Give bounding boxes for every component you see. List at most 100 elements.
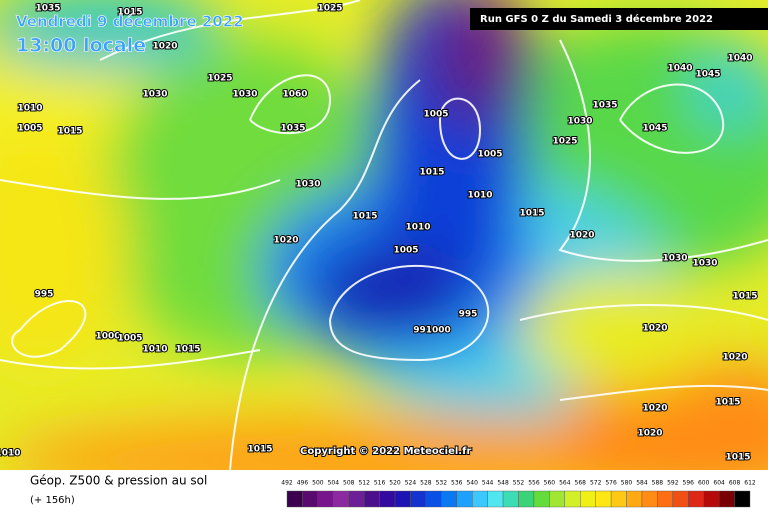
- isobar-label: 1005: [117, 334, 142, 344]
- footer-title: Géop. Z500 & pression au sol: [30, 474, 207, 488]
- legend-label: 520: [389, 480, 401, 487]
- color-swatch: [456, 490, 473, 508]
- legend-label: 516: [374, 480, 386, 487]
- isobar-label: 1015: [175, 345, 200, 355]
- isobar-label: 1030: [662, 254, 687, 264]
- run-banner: [470, 8, 768, 30]
- run-info: Run GFS 0 Z du Samedi 3 décembre 2022: [480, 13, 713, 25]
- isobar-label: 1045: [642, 124, 667, 134]
- legend-label: 548: [497, 480, 509, 487]
- color-swatch: [333, 490, 349, 508]
- forecast-lead: (+ 156h): [30, 495, 75, 506]
- legend-label: 596: [683, 480, 695, 487]
- legend-label: 512: [358, 480, 370, 487]
- legend-label: 500: [312, 480, 324, 487]
- isobar-label: 995: [35, 290, 54, 300]
- legend-label: 580: [621, 480, 633, 487]
- legend-label: 552: [513, 480, 525, 487]
- isobar-label: 1005: [393, 246, 418, 256]
- legend-label: 576: [605, 480, 617, 487]
- color-swatch: [580, 490, 596, 508]
- color-swatch: [518, 490, 535, 508]
- color-swatch: [610, 490, 627, 508]
- color-swatch: [703, 490, 720, 508]
- legend-label: 524: [405, 480, 417, 487]
- isobar-label: 1000: [95, 332, 120, 342]
- color-swatch: [734, 490, 751, 508]
- legend-label: 592: [667, 480, 679, 487]
- legend-label: 496: [297, 480, 309, 487]
- valid-time: 13:00 locale: [16, 35, 146, 57]
- isobar-label: 995: [459, 310, 478, 320]
- color-swatch: [302, 490, 319, 508]
- color-swatch: [410, 490, 427, 508]
- isobar-label: 1010: [142, 345, 167, 355]
- isobar-label: 1010: [17, 104, 42, 114]
- legend-label: 560: [544, 480, 556, 487]
- legend-label: 556: [528, 480, 540, 487]
- color-swatch: [286, 490, 303, 508]
- isobar-label: 1035: [35, 4, 60, 14]
- isobar-label: 1020: [642, 404, 667, 414]
- isobar-label: 1015: [732, 292, 757, 302]
- legend-label: 604: [713, 480, 725, 487]
- isobar-label: 1030: [142, 90, 167, 100]
- legend-label: 600: [698, 480, 710, 487]
- color-swatch: [425, 490, 442, 508]
- isobar-label: 1020: [642, 324, 667, 334]
- color-swatch: [348, 490, 365, 508]
- legend-label: 532: [436, 480, 448, 487]
- isobar-label: 1005: [423, 110, 448, 120]
- isobar-label: 1005: [477, 150, 502, 160]
- color-swatch: [317, 490, 334, 508]
- color-swatch: [487, 490, 504, 508]
- color-swatch: [472, 490, 488, 508]
- isobar-label: 1020: [273, 236, 298, 246]
- legend-label: 536: [451, 480, 463, 487]
- isobar-label: 1030: [295, 180, 320, 190]
- color-swatch: [595, 490, 612, 508]
- isobar-label: 1035: [280, 124, 305, 134]
- isobar-label: 1035: [592, 101, 617, 111]
- isobar-label: 1020: [722, 353, 747, 363]
- color-swatch: [657, 490, 674, 508]
- isobar-label: 1020: [152, 42, 177, 52]
- color-swatch: [564, 490, 581, 508]
- legend-label: 572: [590, 480, 602, 487]
- legend-label: 612: [744, 480, 756, 487]
- color-swatch: [641, 490, 658, 508]
- color-swatch: [672, 490, 689, 508]
- color-swatch: [394, 490, 411, 508]
- color-swatch: [379, 490, 396, 508]
- isobar-label: 1015: [117, 8, 142, 18]
- color-swatch: [626, 490, 643, 508]
- legend-label: 608: [729, 480, 741, 487]
- isobar-label: 1015: [57, 127, 82, 137]
- isobar-label: 1010: [467, 191, 492, 201]
- isobar-label: 1020: [569, 231, 594, 241]
- color-swatch: [549, 490, 565, 508]
- valid-date: Vendredi 9 décembre 2022: [16, 13, 244, 31]
- isobar-label: 991000: [413, 326, 451, 336]
- color-swatch: [502, 490, 519, 508]
- isobar-label: 1015: [352, 212, 377, 222]
- color-legend: 492 496 500 504 508 512 516 520 524 528 532 536 540 5…: [281, 480, 756, 508]
- isobar-label: 1015: [419, 168, 444, 178]
- legend-label: 564: [559, 480, 571, 487]
- isobar-label: 1010: [405, 223, 430, 233]
- isobar-label: 1040: [667, 64, 692, 74]
- isobar-label: 1025: [207, 74, 232, 84]
- isobar-label: 1015: [247, 445, 272, 455]
- isobar-label: 1015: [519, 209, 544, 219]
- legend-label: 504: [328, 480, 340, 487]
- copyright: Copyright © 2022 Meteociel.fr: [300, 446, 471, 457]
- color-swatch: [688, 490, 704, 508]
- color-swatch: [441, 490, 457, 508]
- isobar-label: 1030: [232, 90, 257, 100]
- isobar-label: 1060: [282, 90, 307, 100]
- legend-label: 540: [466, 480, 478, 487]
- legend-label: 544: [482, 480, 494, 487]
- isobar-label: 1025: [317, 4, 342, 14]
- isobar-label: 1010: [0, 449, 21, 459]
